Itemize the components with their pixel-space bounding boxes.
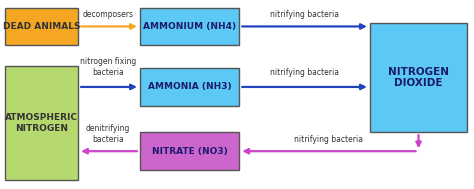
Text: denitrifying
bacteria: denitrifying bacteria	[86, 124, 130, 144]
FancyBboxPatch shape	[5, 66, 78, 180]
Text: decomposers: decomposers	[82, 10, 134, 19]
Text: AMMONIUM (NH4): AMMONIUM (NH4)	[143, 22, 236, 31]
Text: nitrifying bacteria: nitrifying bacteria	[270, 10, 339, 19]
Text: ATMOSPHERIC
NITROGEN: ATMOSPHERIC NITROGEN	[5, 113, 78, 132]
FancyBboxPatch shape	[370, 23, 467, 132]
FancyBboxPatch shape	[140, 132, 239, 170]
Text: nitrifying bacteria: nitrifying bacteria	[294, 135, 364, 144]
Text: DEAD ANIMALS: DEAD ANIMALS	[3, 22, 80, 31]
FancyBboxPatch shape	[140, 8, 239, 45]
Text: NITRATE (NO3): NITRATE (NO3)	[152, 147, 228, 156]
FancyBboxPatch shape	[5, 8, 78, 45]
FancyBboxPatch shape	[140, 68, 239, 106]
Text: nitrogen fixing
bacteria: nitrogen fixing bacteria	[80, 57, 136, 77]
Text: NITROGEN
DIOXIDE: NITROGEN DIOXIDE	[388, 67, 449, 88]
Text: AMMONIA (NH3): AMMONIA (NH3)	[148, 82, 231, 91]
Text: nitrifying bacteria: nitrifying bacteria	[270, 68, 339, 77]
